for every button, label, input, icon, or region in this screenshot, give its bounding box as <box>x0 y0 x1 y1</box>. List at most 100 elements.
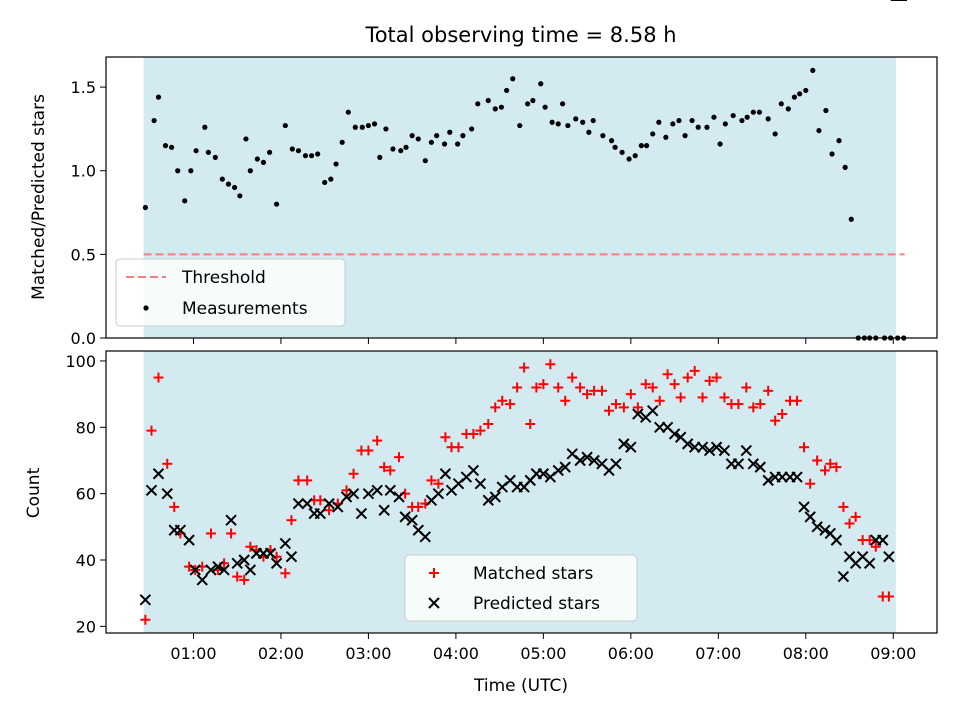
measurement-point <box>600 133 606 139</box>
matched-star-point <box>777 409 788 420</box>
predicted-star-point <box>762 474 774 487</box>
measurement-point <box>704 124 710 130</box>
matched-star-point <box>413 501 424 512</box>
measurement-point <box>722 121 728 127</box>
measurement-point <box>273 201 280 207</box>
y-tick-label: 0.5 <box>71 245 96 264</box>
matched-star-point <box>831 462 842 473</box>
ratio-panel: 0.0 0.5 1.0 1.5 Matched/Predicted stars Thr… <box>29 56 938 348</box>
y-tick-label: 1.0 <box>71 162 96 181</box>
measurement-point <box>619 149 625 155</box>
predicted-star-point <box>174 524 187 536</box>
measurements-legend-label: Measurements <box>182 299 308 319</box>
matched-star-point <box>146 425 157 436</box>
measurement-point <box>785 106 791 112</box>
measurements-legend-swatch <box>143 305 149 311</box>
measurement-point <box>352 124 358 130</box>
predicted-star-point <box>740 444 753 457</box>
measurement-point <box>365 122 372 129</box>
matched-star-point <box>770 415 781 426</box>
measurement-point <box>377 154 383 160</box>
measurement-point <box>475 101 481 107</box>
y-tick-label: 80 <box>76 418 96 437</box>
predicted-star-point <box>703 444 716 457</box>
matched-star-point <box>640 379 651 390</box>
measurement-point <box>492 106 498 112</box>
measurement-point <box>778 101 784 107</box>
measurement-point <box>237 193 243 199</box>
matched-star-point <box>239 574 250 585</box>
measurement-point <box>455 141 461 147</box>
predicted-star-point <box>668 428 681 440</box>
matched-star-point <box>883 591 894 602</box>
measurement-point <box>485 97 491 104</box>
x-tick-label: 09:00 <box>870 644 916 663</box>
measurement-point <box>810 67 816 73</box>
measurement-point <box>289 146 295 152</box>
matched-star-point <box>426 475 437 486</box>
matched-star-point <box>870 541 881 552</box>
ratio-x-ticks <box>192 338 894 344</box>
measurement-point <box>434 133 440 139</box>
measurement-point <box>260 159 267 165</box>
measurement-point <box>663 134 669 140</box>
x-tick-label: 01:00 <box>170 644 216 663</box>
measurement-point <box>836 138 842 144</box>
threshold-legend-label: Threshold <box>181 268 266 288</box>
predicted-star-point <box>378 504 390 516</box>
predicted-star-point <box>301 497 313 510</box>
time-x-axis: 01:00 02:00 03:00 04:00 05:00 06:00 07:00 08:00… <box>170 633 916 663</box>
measurement-point <box>295 148 302 154</box>
predicted-star-point <box>406 514 418 526</box>
measurement-point <box>302 153 309 159</box>
measurement-point <box>504 87 510 94</box>
measurement-point <box>415 136 421 142</box>
x-tick-label: 05:00 <box>520 644 566 663</box>
matched-star-point <box>169 501 180 512</box>
y-tick-label: 100 <box>65 352 96 371</box>
ratio-legend-box <box>115 258 346 327</box>
predicted-star-point <box>145 484 158 497</box>
measurement-point <box>322 179 328 186</box>
predicted-star-point <box>196 574 208 586</box>
matched-star-point <box>512 382 523 393</box>
predicted-star-point <box>362 487 375 500</box>
matched-star-point <box>232 571 243 582</box>
predicted-stars-legend-swatch <box>428 597 440 609</box>
predicted-star-point <box>625 441 637 453</box>
matched-star-point <box>575 382 586 393</box>
matched-star-point <box>363 445 374 456</box>
measurement-point <box>517 122 523 129</box>
predicted-star-point <box>559 461 571 473</box>
measurement-point <box>565 122 571 129</box>
matched-star-point <box>519 362 530 373</box>
predicted-star-point <box>205 564 217 576</box>
y-tick-label: 0.0 <box>71 329 96 348</box>
measurement-point <box>711 114 717 120</box>
measurement-point <box>202 124 208 130</box>
measurement-point <box>744 114 750 120</box>
measurement-point <box>829 151 835 157</box>
measurement-point <box>212 154 218 160</box>
matched-star-point <box>379 462 390 473</box>
measurement-point <box>219 176 225 182</box>
predicted-star-point <box>323 497 335 510</box>
measurement-point <box>498 104 504 110</box>
predicted-star-point <box>588 454 600 467</box>
measurement-point <box>650 131 656 137</box>
matched-star-point <box>741 382 752 393</box>
measurement-point <box>542 104 548 110</box>
predicted-star-point <box>610 458 622 470</box>
predicted-star-point <box>830 534 843 546</box>
predicted-star-point <box>355 507 368 520</box>
matched-star-point <box>689 365 700 376</box>
counts-panel: 20 40 60 80 100 01:00 02:00 03:00 04:00 05:00 06:… <box>24 0 938 696</box>
matched-star-point <box>315 495 326 506</box>
matched-star-point <box>625 389 636 400</box>
measurement-point <box>409 133 415 139</box>
matched-star-point <box>483 418 494 429</box>
predicted-star-point <box>804 511 816 523</box>
matched-star-point <box>792 395 803 406</box>
measurement-point <box>626 156 632 162</box>
measurement-point <box>682 133 688 139</box>
